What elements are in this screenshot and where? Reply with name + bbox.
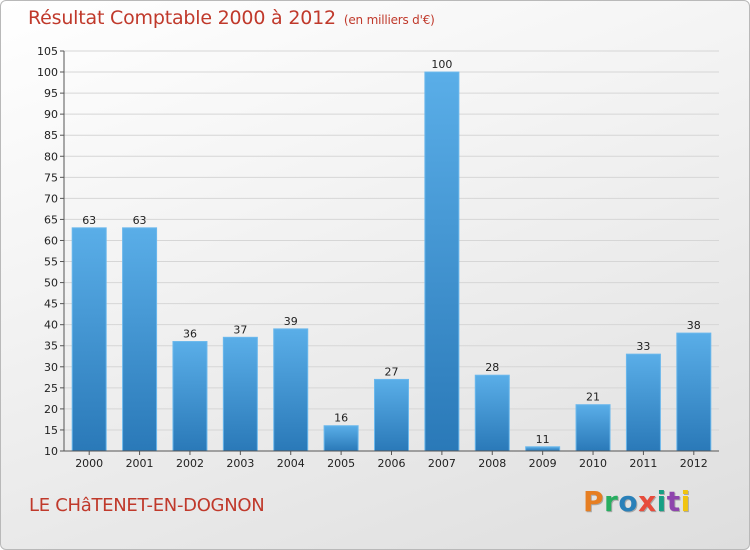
y-tick-label: 105 bbox=[37, 45, 58, 58]
proxiti-logo[interactable]: Proxiti bbox=[583, 485, 691, 518]
bar-2006 bbox=[374, 378, 409, 452]
x-tick-label-2010: 2010 bbox=[579, 457, 607, 470]
bar-2000 bbox=[71, 227, 107, 452]
y-tick-label: 35 bbox=[44, 340, 58, 353]
logo-letter: P bbox=[583, 485, 605, 518]
y-tick-label: 50 bbox=[44, 277, 58, 290]
x-tick-label-2002: 2002 bbox=[176, 457, 204, 470]
value-label-2002: 36 bbox=[183, 328, 197, 341]
y-tick-label: 90 bbox=[44, 108, 58, 121]
x-tick-label-2008: 2008 bbox=[478, 457, 506, 470]
y-tick-label: 60 bbox=[44, 234, 58, 247]
bar-2003 bbox=[222, 336, 258, 452]
value-label-2006: 27 bbox=[385, 365, 399, 378]
x-tick-label-2009: 2009 bbox=[529, 457, 557, 470]
value-label-2012: 38 bbox=[687, 319, 701, 332]
value-label-2000: 63 bbox=[82, 214, 96, 227]
value-label-2007: 100 bbox=[431, 58, 452, 71]
y-tick-label: 45 bbox=[44, 298, 58, 311]
logo-letter: r bbox=[604, 485, 619, 518]
y-tick-label: 85 bbox=[44, 129, 58, 142]
y-tick-label: 95 bbox=[44, 87, 58, 100]
data-labels: 63 63 36 37 39 16 27 100 28 11 21 33 38 bbox=[82, 58, 701, 446]
y-tick-label: 40 bbox=[44, 319, 58, 332]
chart-subtitle: (en milliers d'€) bbox=[343, 13, 435, 27]
y-tick-label: 25 bbox=[44, 382, 58, 395]
bar-2012 bbox=[676, 332, 712, 452]
bar-2009 bbox=[525, 446, 561, 452]
bar-2001 bbox=[122, 227, 158, 452]
value-label-2003: 37 bbox=[233, 323, 247, 336]
logo-letter: x bbox=[638, 485, 657, 518]
value-label-2009: 11 bbox=[536, 433, 550, 446]
commune-name: LE CHâTENET-EN-DOGNON bbox=[29, 495, 265, 516]
x-tick-label-2005: 2005 bbox=[327, 457, 355, 470]
x-tick-label-2007: 2007 bbox=[428, 457, 456, 470]
y-tick-label: 65 bbox=[44, 213, 58, 226]
y-axis-ticks: 10 15 20 25 30 35 40 45 50 55 60 65 70 75 80 85 90 95 100 1… bbox=[37, 45, 65, 458]
value-label-2005: 16 bbox=[334, 412, 348, 425]
y-tick-label: 20 bbox=[44, 403, 58, 416]
y-tick-label: 80 bbox=[44, 150, 58, 163]
bar-2005 bbox=[323, 425, 359, 452]
x-tick-label-2011: 2011 bbox=[629, 457, 657, 470]
bar-2007 bbox=[424, 71, 460, 452]
x-axis-ticks: 2000 2001 2002 2003 2004 2005 2006 2007 2008 2009… bbox=[75, 451, 708, 470]
y-tick-label: 100 bbox=[37, 66, 58, 79]
x-tick-label-2006: 2006 bbox=[378, 457, 406, 470]
x-tick-label-2004: 2004 bbox=[277, 457, 305, 470]
bar-2008 bbox=[474, 374, 510, 452]
x-tick-label-2000: 2000 bbox=[75, 457, 103, 470]
value-label-2011: 33 bbox=[636, 340, 650, 353]
value-label-2010: 21 bbox=[586, 391, 600, 404]
logo-letter: i bbox=[656, 485, 667, 518]
y-tick-label: 75 bbox=[44, 171, 58, 184]
value-label-2008: 28 bbox=[485, 361, 499, 374]
chart-title-text: Résultat Comptable 2000 à 2012 bbox=[28, 7, 336, 29]
y-tick-label: 55 bbox=[44, 256, 58, 269]
x-tick-label-2003: 2003 bbox=[226, 457, 254, 470]
logo-letter: i bbox=[680, 485, 691, 518]
logo-letter: o bbox=[618, 485, 639, 518]
y-tick-label: 70 bbox=[44, 192, 58, 205]
bars bbox=[71, 71, 712, 452]
y-tick-label: 15 bbox=[44, 424, 58, 437]
bar-2011 bbox=[625, 353, 661, 452]
chart-title: Résultat Comptable 2000 à 2012 (en millie… bbox=[28, 7, 435, 29]
bar-2010 bbox=[575, 404, 611, 452]
logo-letter: t bbox=[666, 485, 681, 518]
x-tick-label-2001: 2001 bbox=[126, 457, 154, 470]
y-tick-label: 10 bbox=[44, 445, 58, 458]
bar-2002 bbox=[172, 341, 208, 452]
value-label-2001: 63 bbox=[133, 214, 147, 227]
value-label-2004: 39 bbox=[284, 315, 298, 328]
x-tick-label-2012: 2012 bbox=[680, 457, 708, 470]
y-tick-label: 30 bbox=[44, 361, 58, 374]
bar-2004 bbox=[273, 328, 309, 452]
